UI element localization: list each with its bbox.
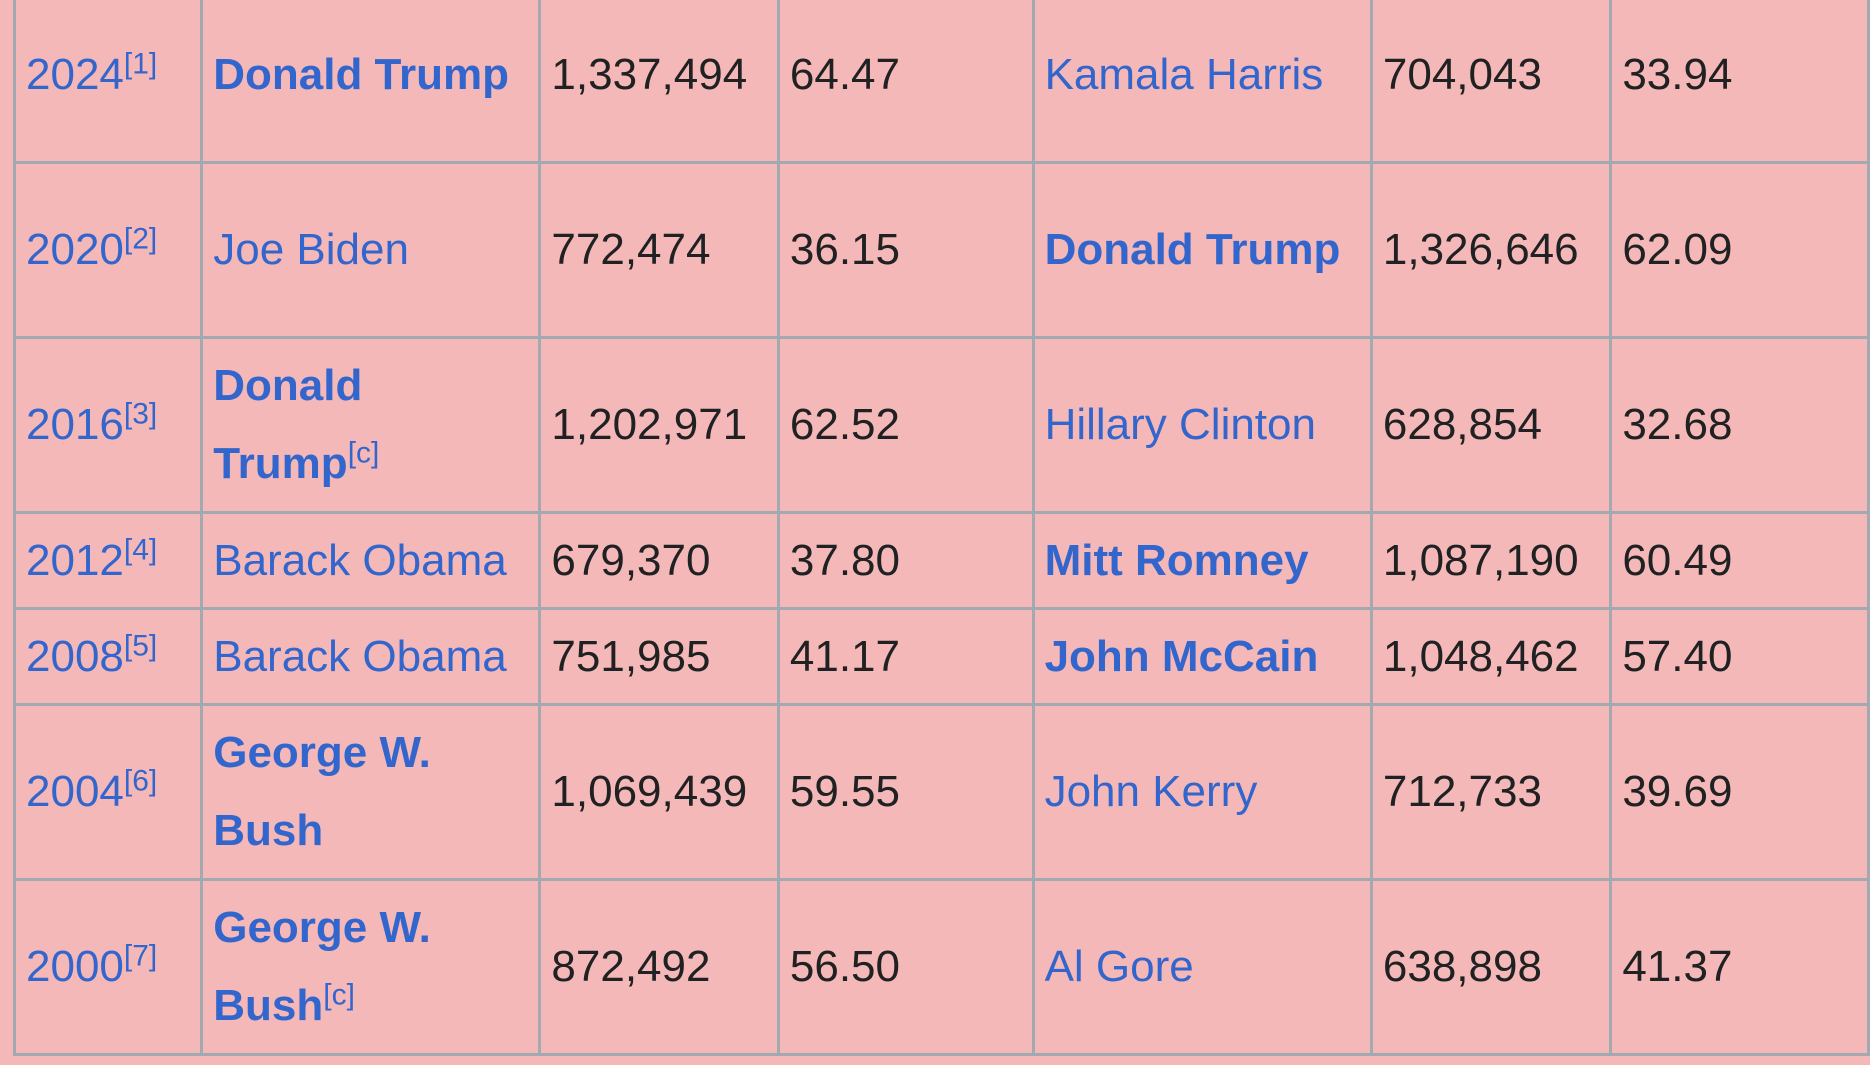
candidate-cell: Barack Obama (200, 511, 542, 610)
votes-cell: 1,326,646 (1369, 161, 1613, 339)
table-row: 2012[4] Barack Obama 679,370 37.80 Mitt Romn… (12, 511, 1870, 610)
year-link[interactable]: 2000 (26, 942, 124, 991)
reference-link[interactable]: [4] (123, 532, 158, 566)
year-link[interactable]: 2020 (26, 225, 124, 274)
candidate-cell: George W. Bush[c] (200, 878, 542, 1056)
candidate-link[interactable]: John Kerry (1044, 767, 1258, 816)
candidate-link[interactable]: Hillary Clinton (1044, 400, 1316, 449)
candidate-cell: Al Gore (1031, 878, 1373, 1056)
candidate-cell: Hillary Clinton (1031, 336, 1373, 514)
reference-link[interactable]: [6] (123, 764, 158, 798)
candidate-cell: Mitt Romney (1031, 511, 1373, 610)
percent-cell: 60.49 (1609, 511, 1870, 610)
table-row: 2004[6] George W. Bush 1,069,439 59.55 John … (12, 703, 1870, 881)
votes-cell: 1,048,462 (1369, 607, 1613, 706)
candidate-cell: Donald Trump (200, 0, 542, 164)
candidate-cell: George W. Bush (200, 703, 542, 881)
table-row: 2008[5] Barack Obama 751,985 41.17 John McCa… (12, 607, 1870, 706)
candidate-link[interactable]: Donald Trump (213, 50, 510, 99)
candidate-link[interactable]: George W. Bush (213, 728, 431, 855)
candidate-link[interactable]: Donald Trump (213, 361, 363, 488)
candidate-link[interactable]: Mitt Romney (1044, 535, 1309, 585)
candidate-link[interactable]: Joe Biden (213, 225, 409, 274)
percent-cell: 59.55 (776, 703, 1035, 881)
year-link[interactable]: 2016 (26, 400, 124, 449)
percent-cell: 41.37 (1609, 878, 1870, 1056)
reference-link[interactable]: [5] (123, 628, 158, 662)
reference-link[interactable]: [1] (123, 47, 158, 81)
note-link[interactable]: [c] (323, 978, 355, 1012)
year-cell: 2004[6] (12, 703, 204, 881)
year-cell: 2024[1] (12, 0, 204, 164)
candidate-cell: Donald Trump[c] (200, 336, 542, 514)
votes-cell: 704,043 (1369, 0, 1613, 164)
votes-cell: 638,898 (1369, 878, 1613, 1056)
table-row: 2024[1] Donald Trump 1,337,494 64.47 Kamala … (12, 0, 1870, 164)
candidate-link[interactable]: Al Gore (1044, 942, 1194, 991)
percent-cell: 56.50 (776, 878, 1035, 1056)
candidate-link[interactable]: John McCain (1044, 631, 1319, 681)
percent-cell: 62.09 (1609, 161, 1870, 339)
candidate-cell: John McCain (1031, 607, 1373, 706)
year-cell: 2016[3] (12, 336, 204, 514)
votes-cell: 1,069,439 (538, 703, 780, 881)
election-results-table: 2024[1] Donald Trump 1,337,494 64.47 Kamala … (12, 0, 1870, 1056)
year-cell: 2000[7] (12, 878, 204, 1056)
percent-cell: 62.52 (776, 336, 1035, 514)
percent-cell: 57.40 (1609, 607, 1870, 706)
votes-cell: 1,337,494 (538, 0, 780, 164)
votes-cell: 628,854 (1369, 336, 1613, 514)
candidate-link[interactable]: George W. Bush (213, 903, 431, 1030)
percent-cell: 39.69 (1609, 703, 1870, 881)
candidate-link[interactable]: Barack Obama (213, 535, 507, 585)
year-cell: 2012[4] (12, 511, 204, 610)
reference-link[interactable]: [2] (123, 222, 158, 256)
votes-cell: 872,492 (538, 878, 780, 1056)
note-link[interactable]: [c] (347, 436, 380, 470)
percent-cell: 41.17 (776, 607, 1035, 706)
percent-cell: 33.94 (1609, 0, 1870, 164)
year-cell: 2020[2] (12, 161, 204, 339)
percent-cell: 37.80 (776, 511, 1035, 610)
percent-cell: 64.47 (776, 0, 1035, 164)
votes-cell: 1,087,190 (1369, 511, 1613, 610)
year-link[interactable]: 2024 (26, 50, 124, 99)
votes-cell: 712,733 (1369, 703, 1613, 881)
candidate-link[interactable]: Donald Trump (1044, 225, 1341, 274)
candidate-link[interactable]: Barack Obama (213, 631, 507, 681)
year-link[interactable]: 2008 (26, 631, 124, 681)
votes-cell: 772,474 (538, 161, 780, 339)
year-cell: 2008[5] (12, 607, 204, 706)
candidate-cell: Joe Biden (200, 161, 542, 339)
reference-link[interactable]: [3] (123, 397, 158, 431)
candidate-cell: Kamala Harris (1031, 0, 1373, 164)
candidate-link[interactable]: Kamala Harris (1044, 50, 1324, 99)
percent-cell: 32.68 (1609, 336, 1870, 514)
year-link[interactable]: 2012 (26, 535, 124, 585)
votes-cell: 679,370 (538, 511, 780, 610)
candidate-cell: Barack Obama (200, 607, 542, 706)
reference-link[interactable]: [7] (123, 939, 158, 973)
table-row: 2020[2] Joe Biden 772,474 36.15 Donald Trump… (12, 161, 1870, 339)
candidate-cell: Donald Trump (1031, 161, 1373, 339)
table-row: 2016[3] Donald Trump[c] 1,202,971 62.52 Hill… (12, 336, 1870, 514)
percent-cell: 36.15 (776, 161, 1035, 339)
votes-cell: 1,202,971 (538, 336, 780, 514)
table-row: 2000[7] George W. Bush[c] 872,492 56.50 Al G… (12, 878, 1870, 1056)
candidate-cell: John Kerry (1031, 703, 1373, 881)
year-link[interactable]: 2004 (26, 767, 124, 816)
votes-cell: 751,985 (538, 607, 780, 706)
